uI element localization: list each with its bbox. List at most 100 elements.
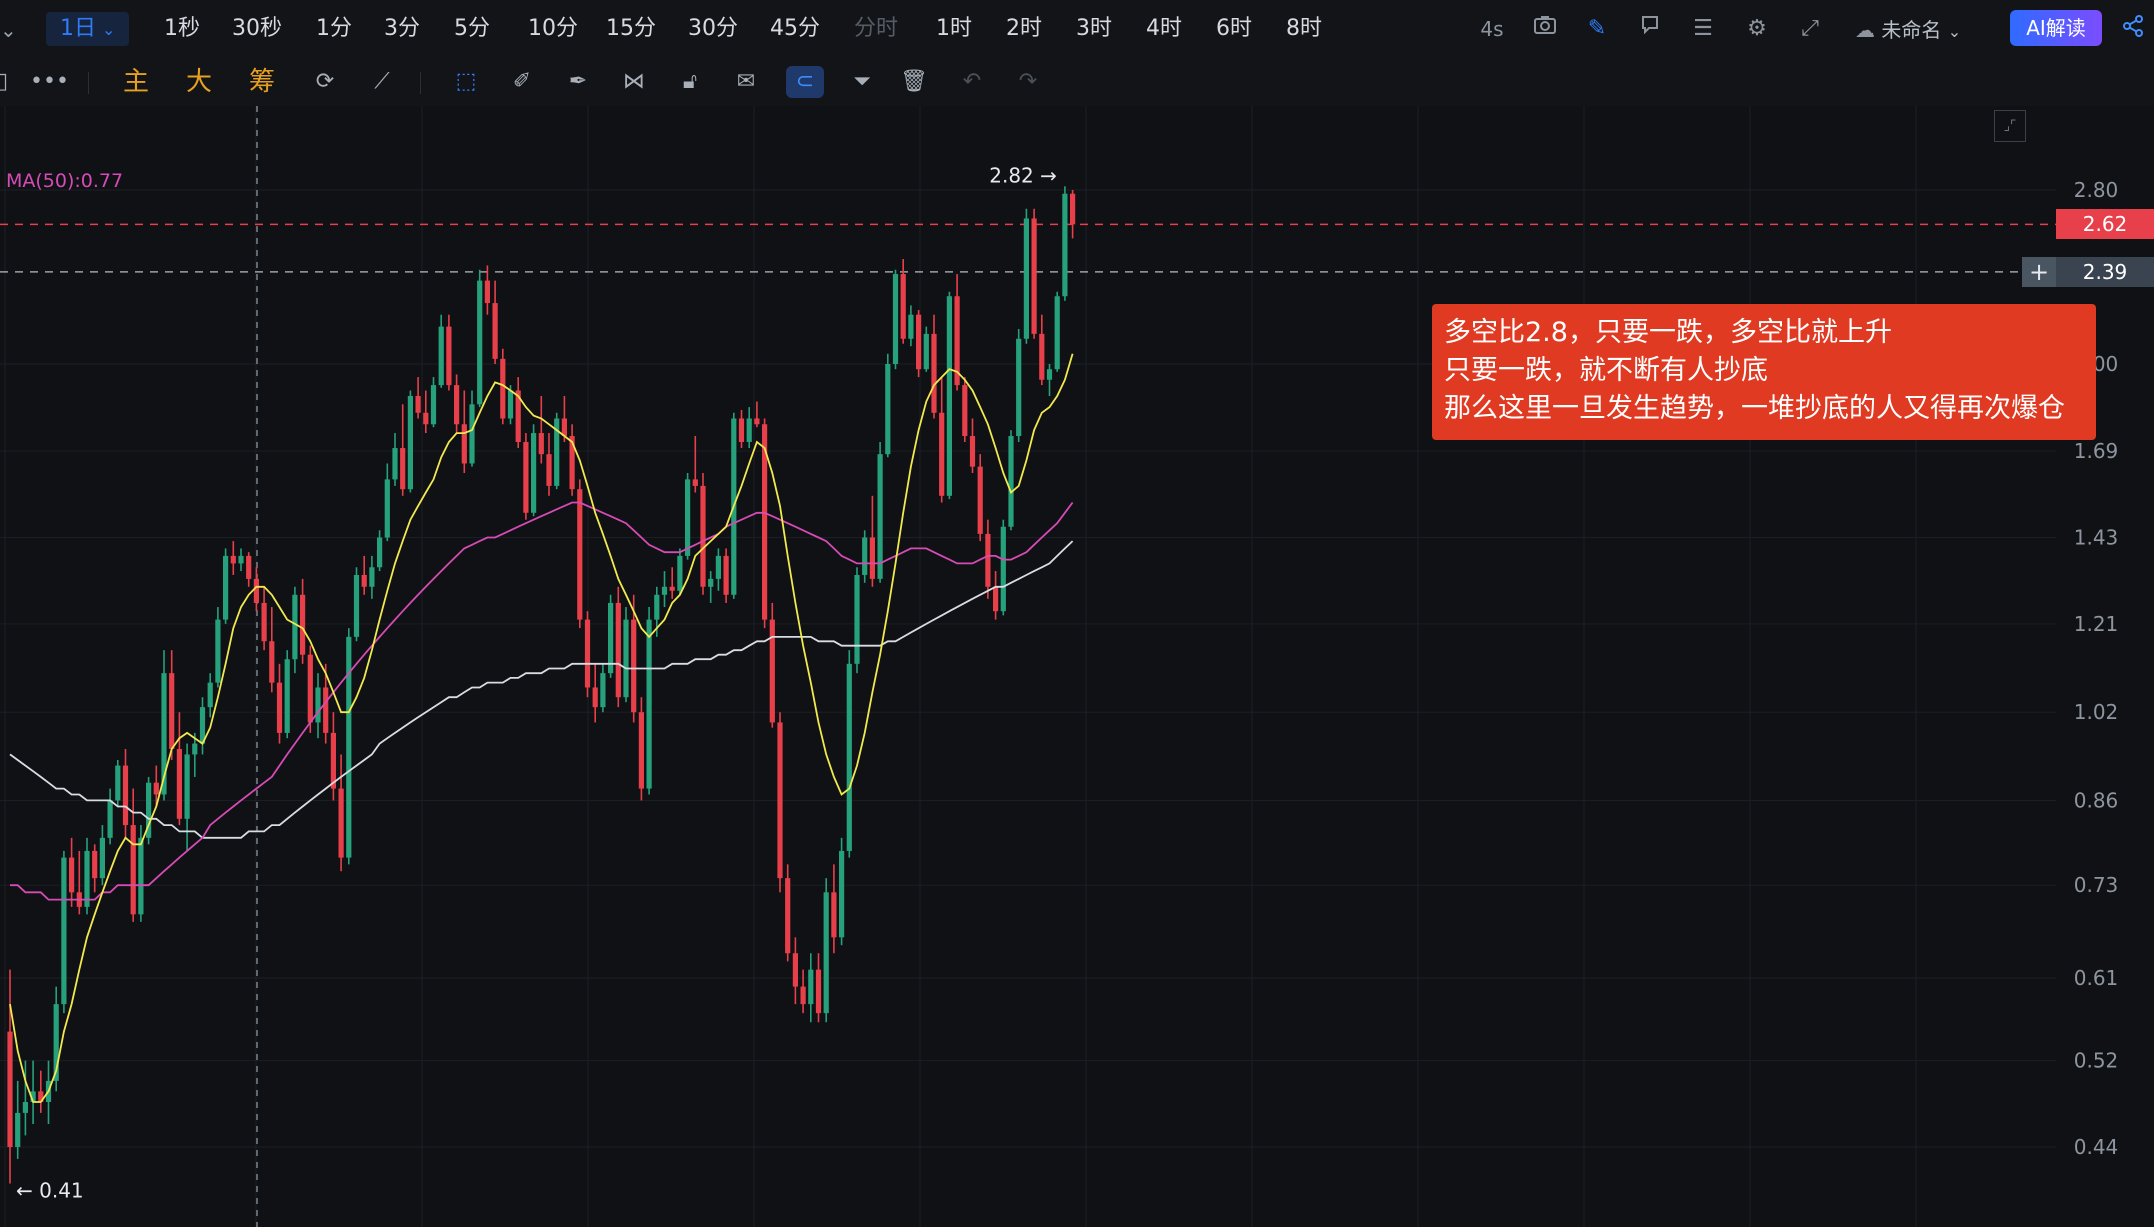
candle-body bbox=[993, 586, 999, 612]
chips-button[interactable]: 筹 bbox=[248, 67, 275, 97]
main-indicator-button[interactable]: 主 bbox=[122, 67, 149, 97]
more-icon[interactable]: ••• bbox=[30, 69, 69, 94]
candle-body bbox=[330, 732, 336, 789]
candle-body bbox=[438, 326, 444, 386]
price-axis-label: 0.73 bbox=[2074, 873, 2119, 897]
crosshair-price-tag: 2.39 bbox=[2056, 256, 2154, 287]
candle-body bbox=[700, 485, 706, 587]
annotation-callout[interactable]: 多空比2.8，只要一跌，多空比就上升 只要一跌，就不断有人抄底 那么这里一旦发生… bbox=[1432, 304, 2096, 440]
candle-body bbox=[1008, 436, 1014, 527]
note-icon[interactable]: ✉ bbox=[736, 69, 756, 94]
timeframe-option[interactable]: 8时 bbox=[1286, 16, 1322, 41]
chevron-down-icon[interactable]: ⌄ bbox=[0, 18, 17, 42]
candle-body bbox=[831, 892, 837, 938]
timeframe-option[interactable]: 1时 bbox=[936, 16, 972, 41]
fullscreen-icon[interactable]: ⤢ bbox=[1801, 16, 1819, 41]
expand-icon[interactable]: ⌟⌜ bbox=[1994, 110, 2026, 142]
collapse-icon[interactable]: ▯ bbox=[0, 69, 9, 94]
undo-icon[interactable]: ↶ bbox=[962, 69, 982, 94]
candle-body bbox=[584, 619, 591, 688]
workspace-name: 未命名 bbox=[1881, 18, 1942, 42]
chart-grid bbox=[0, 106, 2056, 1227]
candle-body bbox=[885, 363, 891, 455]
candle-body bbox=[384, 479, 390, 538]
timeframe-option[interactable]: 5分 bbox=[454, 16, 490, 41]
candle-body bbox=[169, 673, 175, 749]
candle-body bbox=[153, 782, 159, 795]
timeframe-1d[interactable]: 1日 ⌄ bbox=[46, 12, 130, 46]
large-order-button[interactable]: 大 bbox=[185, 67, 212, 97]
timeframe-option[interactable]: 10分 bbox=[528, 16, 578, 41]
workspace-selector[interactable]: ☁ 未命名 ⌄ bbox=[1855, 14, 1961, 43]
candle-body bbox=[839, 850, 845, 938]
low-price-marker: ← 0.41 bbox=[16, 1179, 84, 1203]
brush-icon[interactable]: ✒ bbox=[568, 69, 588, 94]
candle-body bbox=[692, 479, 698, 486]
candle-body bbox=[600, 673, 606, 708]
divider bbox=[420, 72, 421, 94]
candle-body bbox=[677, 555, 683, 591]
candle-body bbox=[430, 385, 437, 425]
pencil-icon[interactable]: ✎ bbox=[1587, 16, 1607, 41]
candle-body bbox=[916, 314, 922, 370]
candle-body bbox=[708, 578, 714, 587]
candle-body bbox=[484, 280, 490, 304]
timeframe-option[interactable]: 30分 bbox=[688, 16, 738, 41]
filter-icon[interactable]: ⏷ bbox=[853, 69, 871, 94]
magnet-icon[interactable]: ⊂ bbox=[786, 66, 824, 98]
redo-icon[interactable]: ↷ bbox=[1018, 69, 1038, 94]
share-icon[interactable] bbox=[2118, 14, 2148, 44]
select-icon[interactable]: ⬚ bbox=[455, 69, 477, 94]
price-chart[interactable]: 2.802.001.691.431.211.020.860.730.610.52… bbox=[0, 106, 2154, 1227]
candle-body bbox=[507, 390, 514, 419]
candle-body bbox=[1016, 338, 1022, 437]
candle-body bbox=[923, 333, 929, 370]
add-alert-icon[interactable]: + bbox=[2022, 256, 2056, 287]
candle-body bbox=[777, 722, 783, 879]
annotation-line: 那么这里一旦发生趋势，一堆抄底的人又得再次爆仓 bbox=[1444, 393, 2065, 424]
candle-body bbox=[854, 574, 860, 664]
candle-body bbox=[669, 586, 675, 591]
candle-body bbox=[454, 385, 460, 425]
timeframe-option[interactable]: 分时 bbox=[854, 16, 899, 41]
candle-body bbox=[15, 1112, 21, 1147]
candle-body bbox=[785, 878, 791, 954]
timeframe-option[interactable]: 15分 bbox=[606, 16, 656, 41]
unlock-icon[interactable]: 🔓︎ bbox=[682, 69, 698, 94]
drawing-toolbar: ▯ ••• 主 大 筹 ⟳ ⟋ ⬚ ✐ ✒ ⋈ 🔓︎ ✉ ⊂ ⏷ 🗑︎ ↶ ↷ bbox=[0, 58, 2154, 106]
line-tool-icon[interactable]: ⟋ bbox=[374, 69, 390, 94]
candle-body bbox=[654, 594, 660, 620]
timeframe-option[interactable]: 3分 bbox=[384, 16, 420, 41]
ma-fast-line bbox=[9, 353, 1074, 1103]
trash-icon[interactable]: 🗑︎ bbox=[900, 69, 928, 94]
timeframe-option[interactable]: 3时 bbox=[1076, 16, 1112, 41]
candle-body bbox=[869, 537, 875, 579]
candle-body bbox=[184, 754, 190, 819]
timeframe-option[interactable]: 2时 bbox=[1006, 16, 1042, 41]
timeframe-option[interactable]: 1秒 bbox=[164, 16, 200, 41]
candle-body bbox=[892, 274, 899, 364]
candle-body bbox=[931, 333, 937, 413]
timeframe-option[interactable]: 1分 bbox=[316, 16, 352, 41]
candle-body bbox=[377, 537, 383, 568]
candle-body bbox=[1062, 193, 1068, 297]
candle-body bbox=[361, 574, 367, 587]
ruler-icon[interactable]: ✐ bbox=[512, 69, 532, 94]
timeframe-option[interactable]: 30秒 bbox=[232, 16, 282, 41]
candle-body bbox=[1023, 218, 1029, 339]
candle-body bbox=[939, 412, 945, 496]
candle-body bbox=[423, 412, 429, 425]
timeframe-option[interactable]: 45分 bbox=[770, 16, 820, 41]
pattern-icon[interactable]: ⋈ bbox=[623, 69, 645, 94]
settings-icon[interactable]: ⚙ bbox=[1747, 16, 1767, 41]
replace-icon[interactable]: ⟳ bbox=[315, 69, 335, 94]
timeframe-option[interactable]: 6时 bbox=[1216, 16, 1252, 41]
list-icon[interactable]: ☰ bbox=[1693, 16, 1713, 41]
price-axis-label: 1.43 bbox=[2074, 525, 2119, 549]
comment-icon[interactable] bbox=[1635, 14, 1665, 44]
candle-body bbox=[138, 837, 144, 915]
camera-icon[interactable] bbox=[1530, 14, 1560, 44]
refresh-interval[interactable]: 4s bbox=[1480, 17, 1504, 41]
timeframe-option[interactable]: 4时 bbox=[1146, 16, 1182, 41]
ai-interpret-button[interactable]: AI解读 bbox=[2010, 10, 2102, 46]
